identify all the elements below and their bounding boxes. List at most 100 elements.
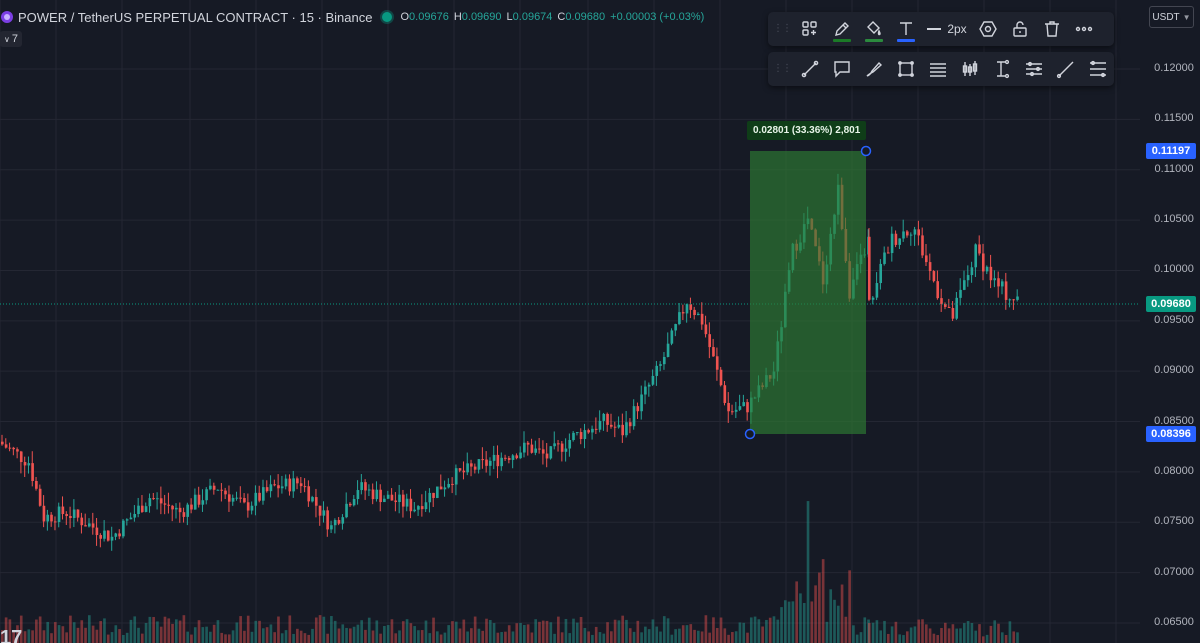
volume-bar [23,631,27,643]
volume-bar [175,619,178,643]
text-color-button[interactable] [890,15,922,43]
volume-bar [193,627,197,643]
volume-bar [277,616,280,643]
volume-bar [875,620,879,643]
volume-bar [492,623,496,643]
volume-bar [913,626,917,643]
candle-body [8,447,12,449]
volume-bar [727,634,730,643]
pencil-icon [835,22,849,36]
candle-body [337,520,341,524]
price-range-tool[interactable] [986,55,1018,83]
indicators-toggle[interactable]: ∨ 7 [0,31,22,47]
settings-button[interactable] [972,15,1004,43]
watermark: 17 [0,627,23,643]
candle-body [65,514,68,517]
volume-bar [197,620,201,643]
chevron-down-icon: ∨ [4,34,10,44]
drag-handle-icon[interactable]: ⋮⋮ [773,63,792,74]
candle-body [955,297,958,319]
candle-body [375,489,379,500]
candle-body [925,255,928,263]
y-tick-label: 0.08000 [1154,464,1194,477]
candle-body [689,304,693,310]
fill-color-button[interactable] [858,15,890,43]
candle-body [697,313,700,316]
volume-bar [868,623,871,643]
candle-body [970,267,974,276]
candle-body [243,498,246,503]
brush-tool[interactable] [858,55,890,83]
measure-label: 0.02801 (33.36%) 2,801 [747,121,867,140]
volume-bar [591,634,594,643]
volume-bar [383,625,386,643]
volume-bar [791,601,795,643]
date-range-tool[interactable] [1018,55,1050,83]
candle-body [651,375,655,385]
volume-bar [560,632,564,643]
candle-body [277,485,280,489]
drag-handle-icon[interactable]: ⋮⋮ [773,23,792,34]
volume-bar [906,631,909,643]
volume-bar [925,624,928,643]
open-value: 0.09676 [409,11,449,23]
delete-button[interactable] [1036,15,1068,43]
volume-bar [780,607,783,643]
line-width-button[interactable]: 2px [922,15,972,43]
volume-bar [322,616,326,643]
volume-bar [917,619,920,643]
candle-body [38,488,42,506]
rectangle-tool[interactable] [890,55,922,83]
trend-line-tool[interactable] [794,55,826,83]
templates-button[interactable] [794,15,826,43]
currency-selector[interactable]: USDT ▼ [1149,6,1194,28]
lock-button[interactable] [1004,15,1036,43]
candle-body [1008,299,1012,301]
volume-bar [311,628,314,643]
candle-body [704,324,708,335]
candle-body [538,448,541,450]
volume-bar [802,602,806,643]
volume-bar [951,624,955,643]
volume-bar [928,628,932,643]
volume-bar [970,623,974,643]
y-tick-label: 0.09000 [1154,364,1194,377]
candle-body [731,411,734,413]
symbol-title[interactable]: POWER / TetherUS PERPETUAL CONTRACT · 15… [18,9,373,25]
candle-body [110,536,114,541]
volume-bar [909,627,913,643]
volume-bar [700,631,704,643]
fib-tool[interactable] [1082,55,1114,83]
ray-tool[interactable] [1050,55,1082,83]
volume-bar [190,634,193,643]
volume-bar [753,616,757,643]
candles-tool[interactable] [954,55,986,83]
candle-body [292,478,295,492]
volume-bar [451,621,454,643]
volume-bar [545,620,549,643]
grid-plus-icon [802,21,817,36]
volume-bar [31,630,34,643]
channel-tool[interactable] [922,55,954,83]
line-color-button[interactable] [826,15,858,43]
candle-body [504,457,507,459]
volume-bar [447,625,450,643]
candle-body [606,413,609,425]
candle-body [644,386,647,395]
candle-body [61,506,65,515]
volume-bar [738,622,742,643]
volume-bar [258,620,261,643]
channel-icon [930,63,946,77]
volume-bar [955,628,958,643]
volume-bar [894,621,898,643]
volume-bar [568,633,572,643]
candle-body [989,266,993,281]
trash-icon [1045,21,1059,37]
candle-body [500,457,503,467]
callout-tool[interactable] [826,55,858,83]
candles-icon [962,61,978,76]
candle-body [473,466,477,470]
more-button[interactable] [1068,15,1100,43]
volume-bar [761,626,764,643]
